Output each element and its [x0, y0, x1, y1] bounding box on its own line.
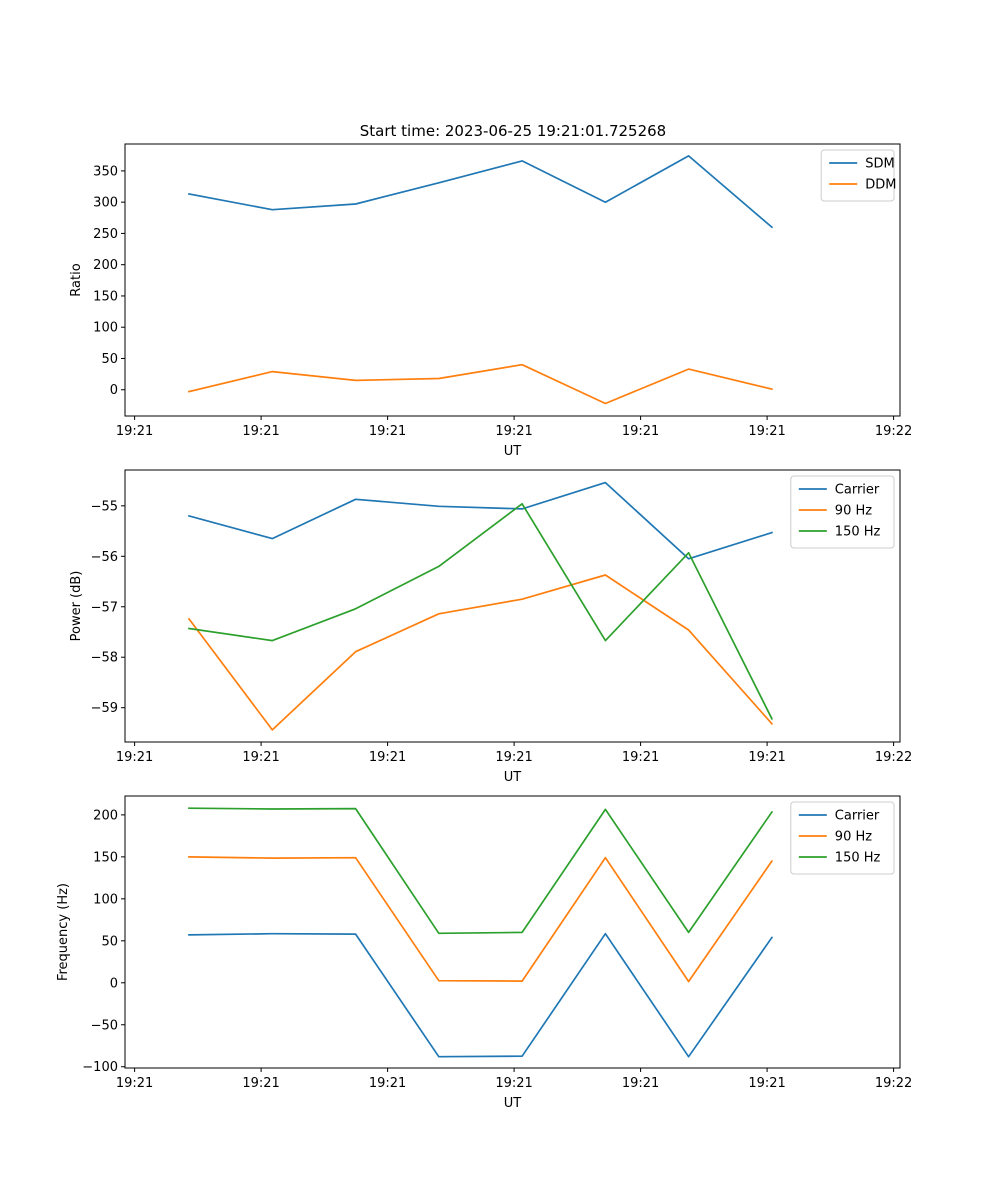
- legend: Carrier 90 Hz 150 Hz: [790, 475, 895, 549]
- legend-label: 90 Hz: [835, 830, 872, 845]
- x-tick-label: 19:21: [748, 750, 785, 765]
- y-tick-label: 150: [93, 850, 118, 865]
- y-tick-label: −59: [91, 701, 118, 716]
- x-tick-label: 19:21: [369, 750, 406, 765]
- y-tick-label: 200: [93, 808, 118, 823]
- legend-box: [790, 475, 895, 549]
- x-axis-label: UT: [504, 444, 522, 459]
- y-tick-label: 300: [93, 196, 118, 211]
- series-line-90-hz: [188, 856, 774, 983]
- y-axis-label: Power (dB): [69, 571, 84, 642]
- plot-frame: [124, 795, 901, 1069]
- plot-frame: [124, 469, 901, 743]
- x-tick-label: 19:21: [242, 750, 279, 765]
- legend-label: 150 Hz: [835, 525, 881, 540]
- x-tick-label: 19:21: [242, 424, 279, 439]
- series-line-150-hz: [188, 502, 774, 720]
- x-tick-label: 19:22: [875, 424, 912, 439]
- x-tick-label: 19:21: [622, 750, 659, 765]
- x-tick-label: 19:21: [116, 1076, 153, 1091]
- x-tick-label: 19:22: [875, 1076, 912, 1091]
- x-tick-label: 19:22: [875, 750, 912, 765]
- x-tick-label: 19:21: [495, 424, 532, 439]
- y-tick-label: 50: [101, 934, 118, 949]
- legend: Carrier 90 Hz 150 Hz: [790, 801, 895, 875]
- chart-panel-1: 19:21 19:21 19:21 19:21 19:21 19:21 19:22 0 50 10…: [69, 143, 912, 459]
- y-tick-label: 250: [93, 227, 118, 242]
- y-tick-label: −57: [91, 600, 118, 615]
- y-tick-label: −58: [91, 651, 118, 666]
- legend-label: 90 Hz: [835, 504, 872, 519]
- series-line-ddm: [187, 363, 773, 405]
- x-tick-label: 19:21: [495, 750, 532, 765]
- series-line-150-hz: [188, 807, 774, 935]
- y-tick-label: 100: [93, 321, 118, 336]
- y-tick-label: 0: [110, 976, 118, 991]
- series-line-90-hz: [187, 574, 774, 731]
- x-tick-label: 19:21: [116, 424, 153, 439]
- y-tick-label: 350: [93, 164, 118, 179]
- x-tick-label: 19:21: [622, 424, 659, 439]
- figure-title: Start time: 2023-06-25 19:21:01.725268: [360, 122, 666, 140]
- series-line-carrier: [187, 481, 773, 560]
- plot-frame: [124, 143, 901, 417]
- x-tick-label: 19:21: [242, 1076, 279, 1091]
- x-axis-label: UT: [504, 1096, 522, 1111]
- series-line-carrier: [188, 932, 774, 1058]
- y-axis-label: Frequency (Hz): [56, 883, 71, 981]
- y-tick-label: −100: [82, 1060, 118, 1075]
- series-line-sdm: [188, 155, 774, 229]
- x-axis-label: UT: [504, 770, 522, 785]
- chart-panel-3: 19:21 19:21 19:21 19:21 19:21 19:21 19:22 −100 −…: [56, 795, 912, 1111]
- y-tick-label: 0: [110, 383, 118, 398]
- y-tick-label: 200: [93, 258, 118, 273]
- y-tick-label: −56: [91, 550, 118, 565]
- x-tick-label: 19:21: [748, 424, 785, 439]
- legend-label: 150 Hz: [835, 851, 881, 866]
- legend: SDM DDM: [820, 149, 896, 202]
- y-tick-label: −55: [91, 499, 118, 514]
- x-tick-label: 19:21: [495, 1076, 532, 1091]
- x-tick-label: 19:21: [369, 424, 406, 439]
- x-tick-label: 19:21: [748, 1076, 785, 1091]
- legend-box: [790, 801, 895, 875]
- y-axis-label: Ratio: [69, 263, 84, 296]
- x-tick-label: 19:21: [369, 1076, 406, 1091]
- legend-label: SDM: [865, 157, 894, 172]
- chart-panel-2: 19:21 19:21 19:21 19:21 19:21 19:21 19:22 −55 −5…: [69, 469, 912, 785]
- y-tick-label: −50: [91, 1018, 118, 1033]
- x-tick-label: 19:21: [116, 750, 153, 765]
- y-tick-label: 50: [101, 352, 118, 367]
- y-tick-label: 100: [93, 892, 118, 907]
- x-tick-label: 19:21: [622, 1076, 659, 1091]
- legend-label: DDM: [865, 178, 896, 193]
- legend-label: Carrier: [835, 809, 880, 824]
- legend-label: Carrier: [835, 483, 880, 498]
- y-tick-label: 150: [93, 289, 118, 304]
